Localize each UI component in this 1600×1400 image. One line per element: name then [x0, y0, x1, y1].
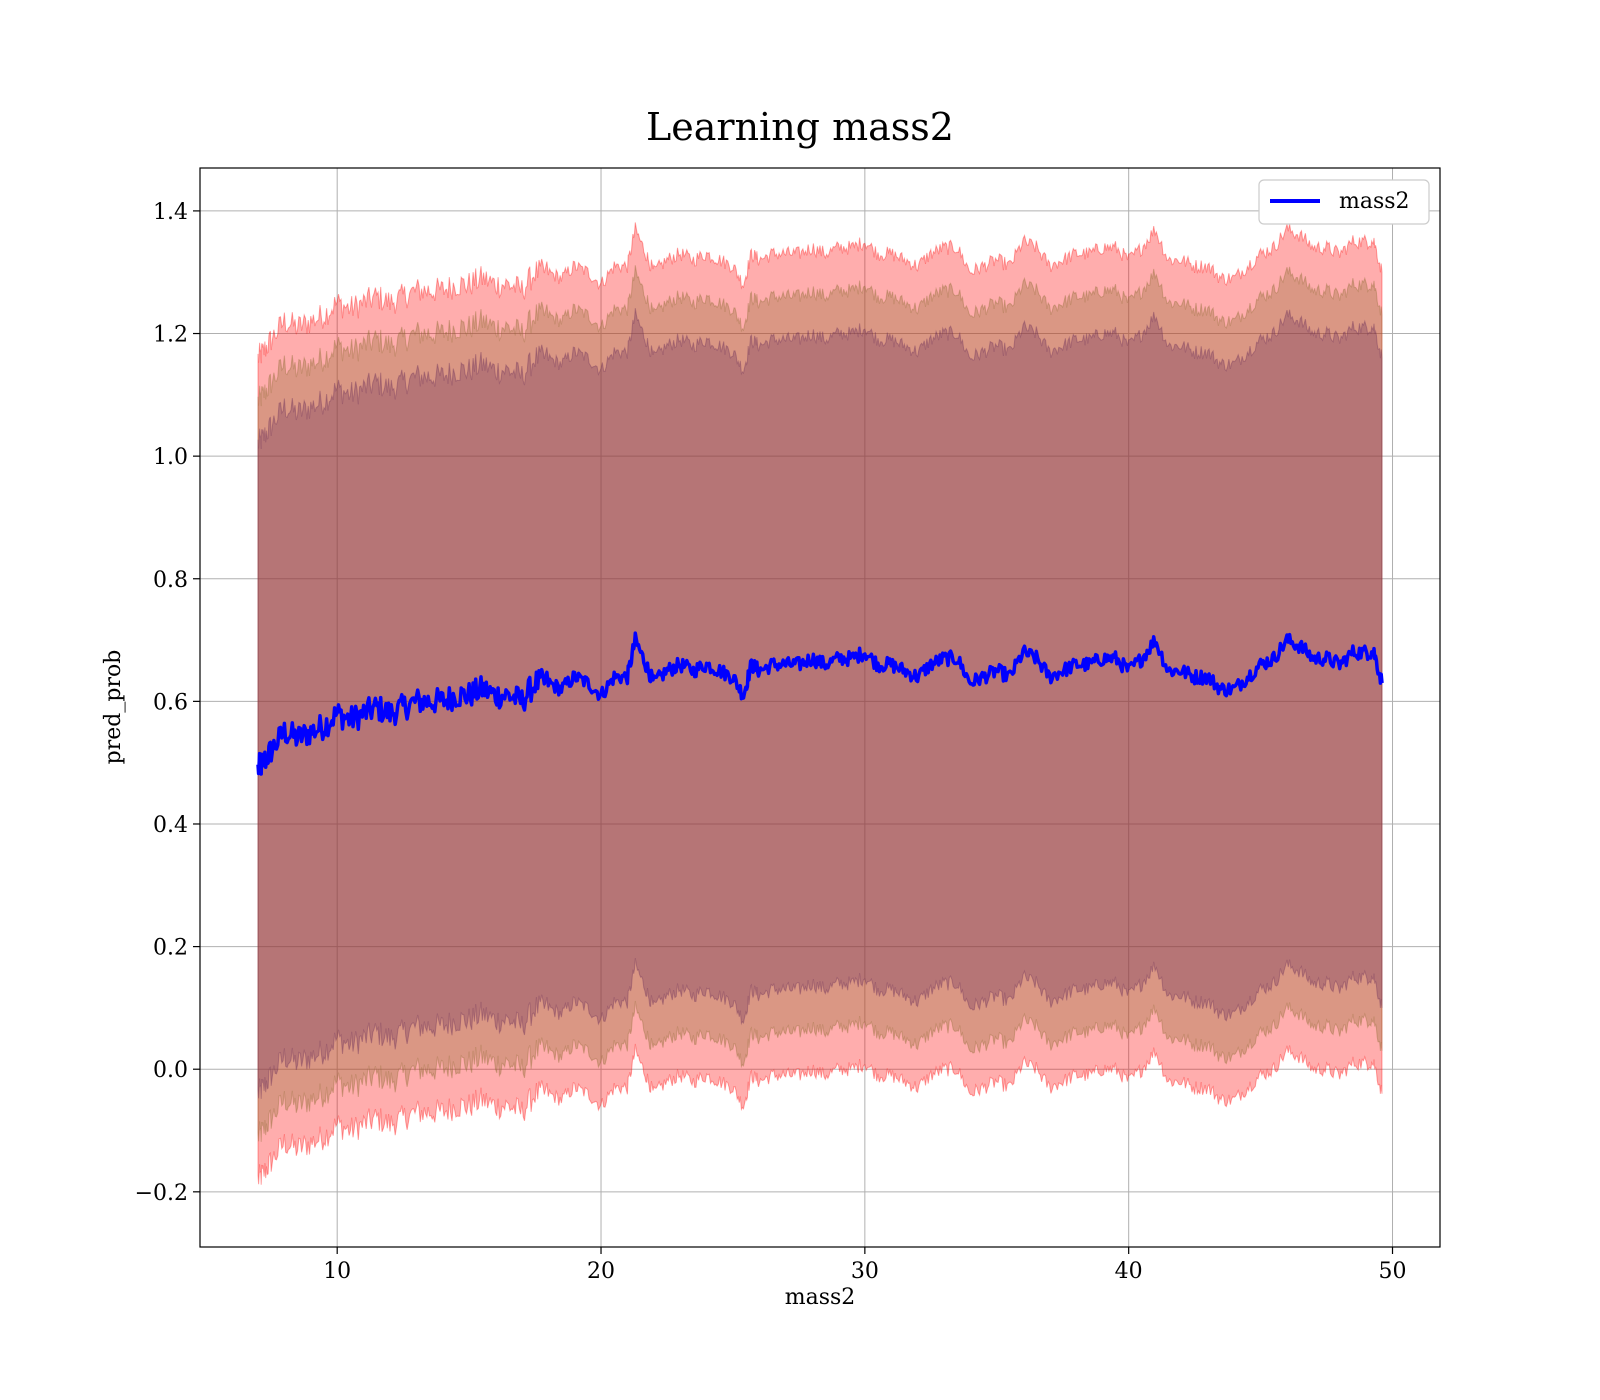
grid	[200, 168, 1440, 1247]
y-tick-label: 0.4	[153, 813, 188, 838]
x-axis-label: mass2	[785, 1285, 856, 1310]
y-axis-ticks: −0.2 0.0 0.2 0.4 0.6 0.8 1.0 1.2 1.4	[135, 200, 200, 1206]
y-tick-label: 0.6	[153, 690, 188, 715]
legend-box	[1258, 179, 1430, 225]
x-tick-label: 50	[1379, 1259, 1407, 1284]
y-tick-label: 0.8	[153, 568, 188, 593]
plot-frame	[199, 167, 1441, 1248]
confidence-band	[257, 222, 1383, 1185]
y-tick-label: −0.2	[135, 1181, 188, 1206]
confidence-band	[257, 265, 1383, 1142]
y-tick-label: 1.4	[153, 200, 188, 225]
x-axis-ticks: 10 20 30 40 50	[323, 1247, 1407, 1284]
confidence-bands	[257, 222, 1383, 1185]
y-axis-label: pred_prob	[101, 650, 126, 765]
series-lines	[256, 631, 1384, 776]
legend-label-mass2: mass2	[1339, 189, 1410, 214]
confidence-band	[257, 308, 1383, 1099]
x-tick-label: 40	[1115, 1259, 1143, 1284]
y-tick-label: 0.2	[153, 936, 188, 961]
legend: mass2	[1258, 179, 1430, 225]
y-tick-label: 1.0	[153, 445, 188, 470]
y-tick-label: 0.0	[153, 1058, 188, 1083]
x-tick-label: 20	[587, 1259, 615, 1284]
x-tick-label: 30	[851, 1259, 879, 1284]
y-tick-label: 1.2	[153, 323, 188, 348]
chart-title: Learning mass2	[646, 105, 954, 149]
x-tick-label: 10	[323, 1259, 351, 1284]
series-line-mass2	[256, 631, 1384, 776]
